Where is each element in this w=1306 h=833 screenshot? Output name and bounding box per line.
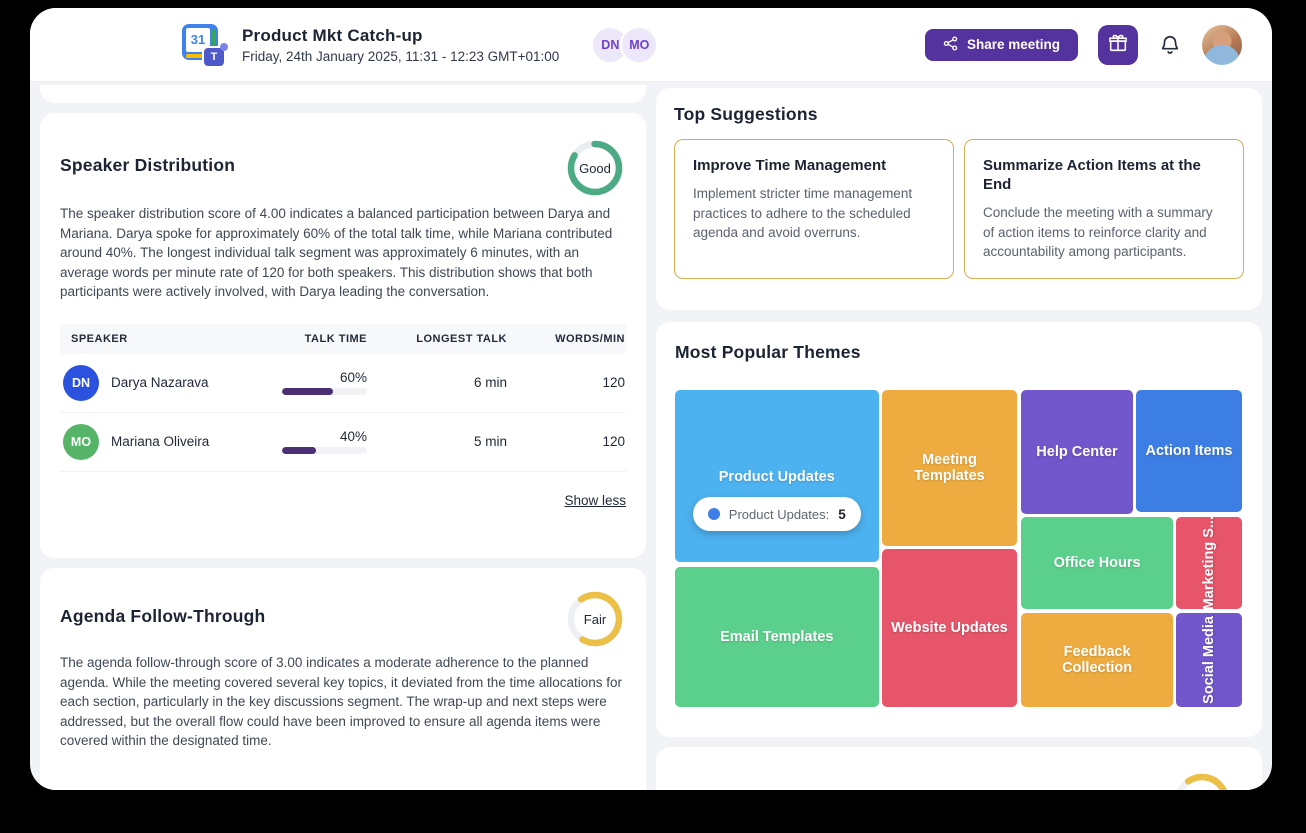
suggestion-body: Conclude the meeting with a summary of a… (983, 205, 1213, 259)
table-row: DN Darya Nazarava 60% 6 min 120 (60, 354, 626, 413)
top-bar: 31 T Product Mkt Catch-up Friday, 24th J… (30, 8, 1272, 82)
speaker-distribution-description: The speaker distribution score of 4.00 i… (60, 206, 613, 299)
right-column: Top Suggestions Improve Time Management … (656, 82, 1262, 790)
calendar-icon: 31 (182, 23, 218, 60)
speaker-distribution-title: Speaker Distribution (60, 155, 236, 175)
suggestion-body: Implement stricter time management pract… (693, 186, 913, 240)
suggestion-title: Summarize Action Items at the End (983, 157, 1201, 193)
page-title: Product Mkt Catch-up (242, 25, 423, 45)
left-column: Speaker Distribution Good The speaker di… (40, 82, 646, 790)
tooltip-label: Product Updates: (728, 506, 830, 522)
table-row: MO Mariana Oliveira 40% 5 min 120 (60, 413, 626, 472)
speaker-score-gauge: Good (566, 139, 624, 197)
col-speaker: SPEAKER (71, 332, 128, 345)
tooltip-dot (707, 508, 720, 521)
meeting-title-block: Product Mkt Catch-up Friday, 24th Januar… (242, 26, 559, 64)
col-longest-talk: LONGEST TALK (416, 332, 507, 345)
agenda-score-gauge: Fair (566, 590, 624, 648)
speaker-distribution-card: Speaker Distribution Good The speaker di… (40, 113, 646, 558)
gift-icon (1107, 32, 1129, 57)
words-min-value: 120 (602, 375, 625, 390)
agenda-score-badge: Fair (583, 611, 607, 627)
treemap-tile-help-center[interactable]: Help Center (1021, 390, 1133, 514)
share-icon (943, 35, 958, 54)
col-words-min: WORDS/MIN (555, 332, 625, 345)
speaker-score-badge: Good (579, 160, 611, 176)
treemap-tile-product-updates[interactable]: Product Updates Product Updates: 5 (675, 390, 879, 563)
treemap-tile-website-updates[interactable]: Website Updates (881, 549, 1017, 707)
show-less-link[interactable]: Show less (564, 492, 626, 508)
talk-time-value: 40% (339, 429, 367, 444)
top-suggestions-title: Top Suggestions (674, 104, 818, 124)
suggestion-card[interactable]: Improve Time Management Implement strict… (674, 139, 954, 279)
share-meeting-button[interactable]: Share meeting (924, 28, 1078, 61)
header-actions: Share meeting (924, 24, 1242, 65)
participant-chip-dn[interactable]: DN (593, 27, 628, 62)
content-area: Speaker Distribution Good The speaker di… (30, 82, 1272, 790)
talk-time-value: 60% (339, 370, 367, 385)
previous-card-edge (40, 85, 646, 103)
teams-icon: T (204, 42, 228, 66)
share-meeting-label: Share meeting (966, 37, 1060, 52)
talk-time-bar (282, 447, 367, 454)
participant-chips: DN MO (593, 27, 657, 62)
treemap-tile-social-media[interactable]: Social Media (1176, 612, 1242, 707)
speaker-name: Mariana Oliveira (111, 434, 210, 449)
suggestion-title: Improve Time Management (693, 157, 887, 174)
avatar: MO (63, 423, 99, 460)
participant-chip-mo[interactable]: MO (622, 27, 657, 62)
col-talk-time: TALK TIME (304, 332, 367, 345)
treemap-tile-meeting-templates[interactable]: Meeting Templates (881, 390, 1017, 546)
tooltip-value: 5 (838, 506, 846, 522)
suggestion-card[interactable]: Summarize Action Items at the End Conclu… (964, 139, 1244, 279)
partial-score-gauge (1173, 772, 1231, 790)
most-popular-themes-title: Most Popular Themes (675, 342, 861, 362)
talk-time-bar (282, 388, 367, 395)
calendar-teams-icon: 31 T (182, 23, 228, 66)
agenda-title: Agenda Follow-Through (60, 606, 266, 626)
app-window: 31 T Product Mkt Catch-up Friday, 24th J… (30, 8, 1272, 790)
treemap-tile-office-hours[interactable]: Office Hours (1021, 517, 1173, 610)
longest-talk-value: 5 min (473, 434, 507, 449)
user-avatar[interactable] (1202, 24, 1242, 65)
most-popular-themes-card: Most Popular Themes Product Updates Prod… (656, 322, 1262, 737)
treemap-tile-feedback-collection[interactable]: Feedback Collection (1021, 612, 1173, 707)
themes-treemap: Product Updates Product Updates: 5 Meeti… (675, 390, 1242, 707)
next-card-partial (656, 747, 1262, 790)
words-min-value: 120 (602, 434, 625, 449)
notifications-bell-icon[interactable] (1158, 33, 1182, 57)
treemap-tile-marketing-s[interactable]: Marketing S... (1176, 517, 1242, 610)
treemap-tooltip: Product Updates: 5 (692, 497, 861, 532)
longest-talk-value: 6 min (473, 375, 507, 390)
speaker-table-header: SPEAKER TALK TIME LONGEST TALK WORDS/MIN (60, 323, 626, 354)
treemap-tile-email-templates[interactable]: Email Templates (675, 566, 879, 707)
meeting-datetime: Friday, 24th January 2025, 11:31 - 12:23… (242, 48, 560, 64)
speaker-table: SPEAKER TALK TIME LONGEST TALK WORDS/MIN… (60, 323, 626, 472)
top-suggestions-card: Top Suggestions Improve Time Management … (656, 88, 1262, 310)
agenda-description: The agenda follow-through score of 3.00 … (60, 655, 623, 748)
agenda-follow-through-card: Agenda Follow-Through Fair The agenda fo… (40, 568, 646, 790)
speaker-name: Darya Nazarava (111, 375, 209, 390)
treemap-tile-action-items[interactable]: Action Items (1135, 390, 1242, 513)
avatar: DN (63, 364, 99, 401)
gift-button[interactable] (1098, 24, 1138, 65)
